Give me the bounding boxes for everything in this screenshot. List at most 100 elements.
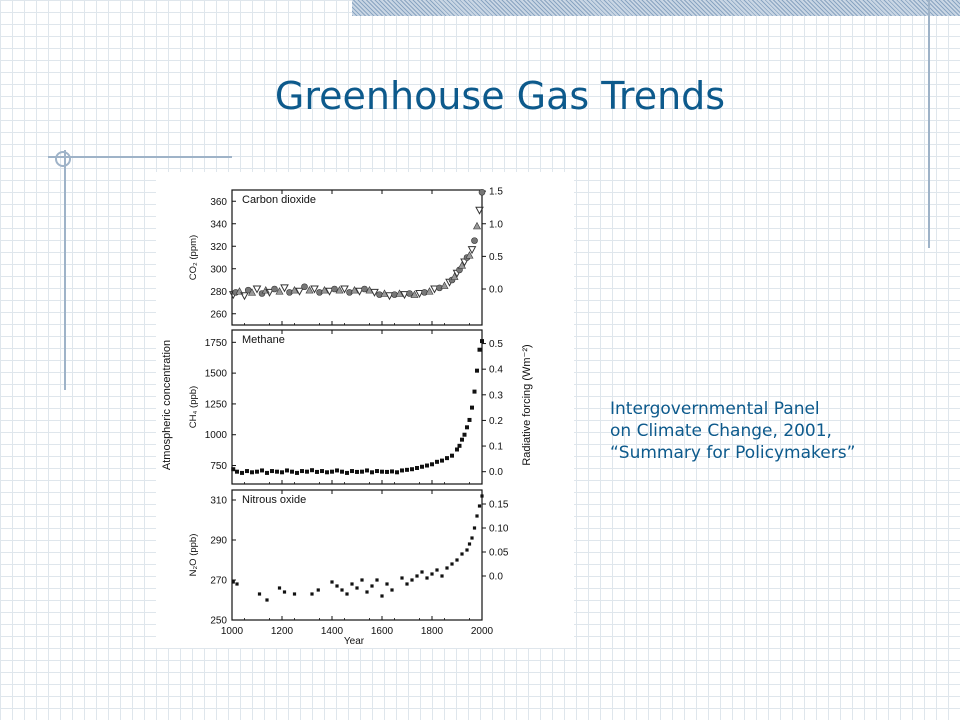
y-tick-label: 320 (210, 242, 227, 253)
y-axis-label: CH₄ (ppb) (188, 386, 199, 428)
data-point (295, 470, 299, 475)
data-point (465, 548, 469, 552)
y-tick-label: 1000 (205, 430, 228, 441)
data-point (235, 582, 239, 586)
data-point (385, 292, 394, 301)
data-point (316, 588, 320, 592)
slide-title: Greenhouse Gas Trends (274, 74, 726, 118)
panel-frame (231, 489, 483, 621)
x-tick-label: 1000 (221, 626, 244, 637)
forcing-tick-label: 0.1 (489, 442, 503, 453)
data-point (457, 443, 462, 448)
data-point (440, 281, 449, 289)
y-tick-label: 290 (210, 536, 227, 547)
data-point (350, 469, 354, 474)
citation-line: Intergovernmental Panel (610, 399, 820, 419)
data-point (375, 469, 379, 474)
data-point (440, 458, 444, 463)
data-point (330, 469, 334, 474)
right-axis-title: Radiative forcing (Wm⁻²) (521, 344, 533, 465)
data-point (231, 580, 235, 584)
data-point (440, 574, 444, 578)
data-point (472, 389, 477, 394)
data-point (406, 290, 413, 297)
data-point (477, 347, 482, 352)
forcing-tick-label: 0.10 (489, 524, 509, 535)
data-point (257, 592, 262, 596)
data-point (282, 590, 287, 594)
data-point (425, 576, 429, 580)
data-point (450, 453, 454, 458)
data-point (350, 582, 354, 586)
data-point (355, 287, 364, 296)
forcing-tick-label: 0.05 (489, 548, 509, 559)
data-point (395, 289, 404, 297)
citation: Intergovernmental Panel on Climate Chang… (610, 398, 940, 464)
data-point (477, 504, 482, 508)
data-point (247, 288, 257, 296)
data-point (325, 470, 329, 475)
forcing-tick-label: 0.5 (489, 339, 503, 350)
data-point (400, 291, 409, 300)
data-point (240, 470, 244, 475)
x-tick-label: 1200 (271, 626, 294, 637)
right-rule-decoration (928, 0, 930, 248)
data-point (325, 287, 334, 296)
data-point (361, 285, 368, 293)
data-point (340, 469, 344, 474)
data-point (370, 288, 379, 297)
citation-line: on Climate Change, 2001, (610, 421, 832, 441)
data-point (285, 468, 289, 473)
data-point (360, 578, 364, 582)
data-point (355, 469, 359, 474)
crosshair-circle-decoration (55, 151, 71, 167)
data-point (480, 339, 484, 344)
data-point (271, 285, 278, 293)
data-point (467, 417, 472, 422)
data-point (390, 588, 394, 592)
data-point (370, 470, 374, 475)
y-tick-label: 260 (210, 309, 227, 320)
data-point (260, 468, 264, 473)
forcing-tick-label: 0.4 (489, 365, 503, 376)
y-tick-label: 250 (210, 616, 227, 627)
data-point (340, 588, 344, 592)
y-tick-label: 280 (210, 287, 227, 298)
data-point (280, 470, 284, 475)
panel-frame (231, 189, 483, 326)
data-point (400, 468, 404, 473)
data-point (400, 576, 404, 580)
forcing-tick-label: 0.15 (489, 500, 509, 511)
data-point (275, 287, 284, 295)
forcing-tick-label: 0.0 (489, 467, 503, 478)
data-point (445, 456, 449, 461)
y-axis-label: CO₂ (ppm) (188, 235, 199, 280)
forcing-tick-label: 0.2 (489, 416, 503, 427)
data-point (231, 467, 236, 472)
data-point (475, 206, 484, 215)
data-point (380, 594, 384, 598)
data-point (390, 469, 394, 474)
data-point (280, 284, 289, 293)
data-point (330, 580, 334, 584)
data-point (310, 468, 314, 473)
data-point (471, 237, 478, 244)
panel-name: Nitrous oxide (242, 494, 306, 506)
data-point (425, 463, 429, 468)
data-point (410, 578, 414, 582)
data-point (300, 469, 304, 474)
forcing-tick-label: 1.5 (489, 187, 503, 198)
data-point (435, 459, 439, 464)
data-point (415, 574, 419, 578)
data-point (335, 468, 339, 473)
data-point (315, 469, 319, 474)
data-point (355, 586, 359, 590)
greenhouse-gas-chart: 260 280 300 320 340 360 0.0 0.5 1.0 1.5 Carbon dio… (161, 187, 533, 647)
data-point (265, 598, 269, 602)
data-point (365, 468, 369, 473)
data-point (290, 285, 299, 294)
data-point (290, 469, 294, 474)
data-point (425, 287, 434, 295)
data-point (235, 469, 239, 474)
data-point (292, 592, 297, 596)
